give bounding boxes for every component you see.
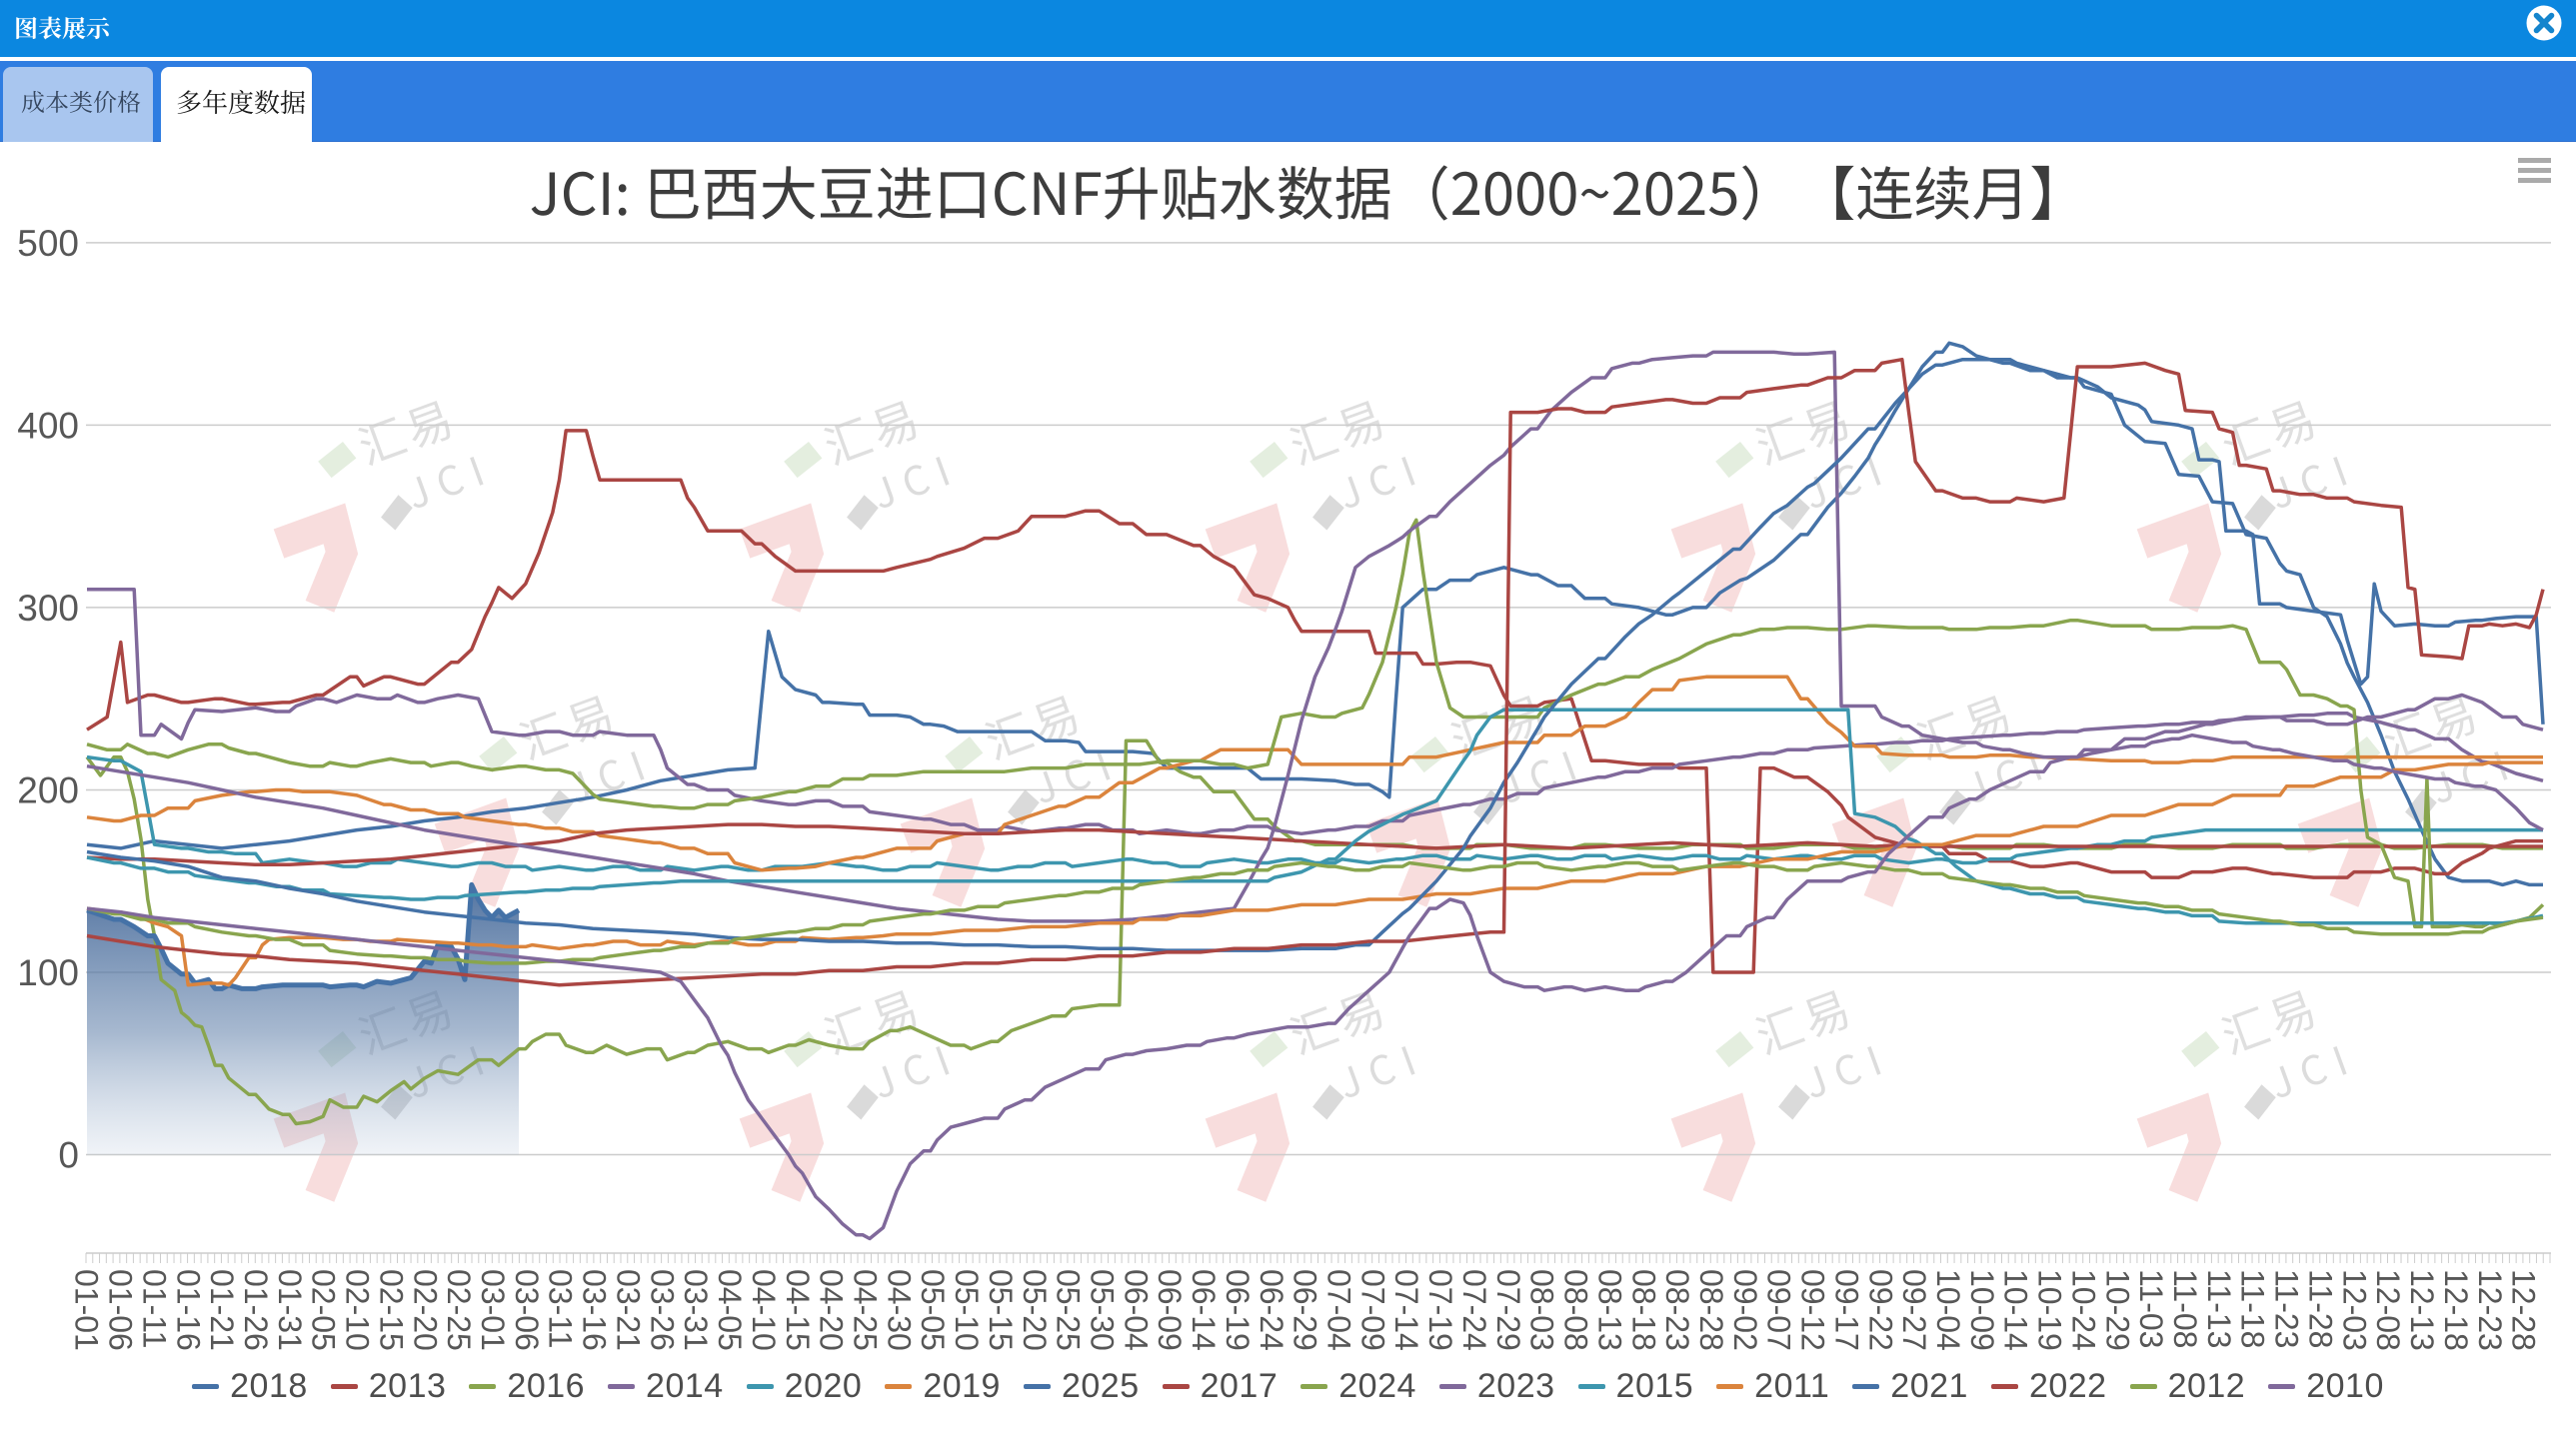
svg-text:04-10: 04-10 <box>746 1269 782 1351</box>
svg-text:03-16: 03-16 <box>577 1269 613 1351</box>
svg-text:04-25: 04-25 <box>848 1269 884 1351</box>
svg-text:07-09: 07-09 <box>1354 1269 1390 1351</box>
svg-text:11-18: 11-18 <box>2235 1269 2271 1348</box>
svg-text:02-25: 02-25 <box>441 1269 477 1351</box>
svg-text:06-14: 06-14 <box>1186 1269 1222 1351</box>
svg-text:09-22: 09-22 <box>1862 1269 1898 1351</box>
svg-text:08-03: 08-03 <box>1524 1269 1560 1351</box>
svg-text:01-31: 01-31 <box>272 1269 308 1351</box>
svg-text:03-06: 03-06 <box>509 1269 545 1351</box>
svg-text:300: 300 <box>17 588 79 629</box>
svg-text:04-30: 04-30 <box>881 1269 917 1351</box>
svg-text:03-21: 03-21 <box>611 1269 647 1351</box>
svg-text:0: 0 <box>58 1135 79 1176</box>
svg-text:04-20: 04-20 <box>814 1269 850 1351</box>
svg-text:03-31: 03-31 <box>678 1269 714 1351</box>
svg-text:04-05: 04-05 <box>712 1269 748 1351</box>
svg-text:100: 100 <box>17 952 79 993</box>
svg-text:12-23: 12-23 <box>2472 1269 2508 1351</box>
svg-text:06-24: 06-24 <box>1254 1269 1289 1351</box>
svg-text:06-04: 06-04 <box>1118 1269 1154 1351</box>
svg-text:11-28: 11-28 <box>2303 1269 2339 1348</box>
svg-text:05-05: 05-05 <box>915 1269 951 1351</box>
svg-text:03-11: 03-11 <box>543 1269 579 1348</box>
svg-text:01-16: 01-16 <box>170 1269 206 1351</box>
svg-text:400: 400 <box>17 405 79 446</box>
svg-text:12-08: 12-08 <box>2370 1269 2406 1351</box>
svg-text:01-11: 01-11 <box>136 1269 172 1348</box>
svg-text:04-15: 04-15 <box>780 1269 816 1351</box>
svg-text:02-05: 02-05 <box>306 1269 342 1351</box>
svg-text:06-29: 06-29 <box>1288 1269 1323 1351</box>
svg-text:07-29: 07-29 <box>1490 1269 1526 1351</box>
svg-text:10-04: 10-04 <box>1930 1269 1966 1351</box>
svg-text:10-09: 10-09 <box>1964 1269 2000 1351</box>
svg-text:07-24: 07-24 <box>1456 1269 1492 1351</box>
svg-text:06-09: 06-09 <box>1152 1269 1188 1351</box>
svg-text:08-28: 08-28 <box>1693 1269 1729 1351</box>
svg-text:200: 200 <box>17 770 79 811</box>
svg-text:07-14: 07-14 <box>1388 1269 1424 1351</box>
svg-text:11-03: 11-03 <box>2133 1269 2169 1348</box>
svg-text:10-14: 10-14 <box>1998 1269 2034 1351</box>
svg-text:12-28: 12-28 <box>2506 1269 2542 1351</box>
svg-text:11-13: 11-13 <box>2201 1269 2237 1348</box>
svg-text:05-15: 05-15 <box>983 1269 1019 1351</box>
svg-text:06-19: 06-19 <box>1220 1269 1256 1351</box>
svg-text:10-29: 10-29 <box>2099 1269 2135 1351</box>
svg-text:09-07: 09-07 <box>1761 1269 1797 1351</box>
svg-text:10-24: 10-24 <box>2065 1269 2101 1351</box>
svg-text:12-03: 12-03 <box>2336 1269 2372 1351</box>
svg-text:05-20: 05-20 <box>1017 1269 1053 1351</box>
svg-text:08-13: 08-13 <box>1591 1269 1627 1351</box>
svg-text:05-10: 05-10 <box>949 1269 985 1351</box>
svg-text:01-06: 01-06 <box>103 1269 139 1351</box>
svg-text:07-04: 07-04 <box>1321 1269 1357 1351</box>
svg-text:11-08: 11-08 <box>2167 1269 2203 1348</box>
svg-text:01-26: 01-26 <box>238 1269 274 1351</box>
svg-text:12-18: 12-18 <box>2438 1269 2474 1351</box>
svg-text:08-08: 08-08 <box>1558 1269 1594 1351</box>
svg-text:02-15: 02-15 <box>373 1269 409 1351</box>
svg-text:12-13: 12-13 <box>2404 1269 2440 1351</box>
svg-text:01-01: 01-01 <box>69 1269 105 1351</box>
svg-text:08-18: 08-18 <box>1625 1269 1661 1351</box>
svg-text:02-20: 02-20 <box>407 1269 443 1351</box>
svg-text:01-21: 01-21 <box>204 1269 240 1351</box>
svg-text:09-27: 09-27 <box>1896 1269 1932 1351</box>
svg-text:05-30: 05-30 <box>1085 1269 1121 1351</box>
svg-text:05-25: 05-25 <box>1051 1269 1087 1351</box>
svg-text:10-19: 10-19 <box>2032 1269 2068 1351</box>
svg-text:07-19: 07-19 <box>1422 1269 1458 1351</box>
svg-text:09-17: 09-17 <box>1828 1269 1864 1351</box>
svg-text:02-10: 02-10 <box>340 1269 376 1351</box>
svg-text:11-23: 11-23 <box>2269 1269 2305 1348</box>
svg-text:03-26: 03-26 <box>644 1269 680 1351</box>
svg-text:09-12: 09-12 <box>1795 1269 1831 1351</box>
svg-text:09-02: 09-02 <box>1727 1269 1763 1351</box>
svg-text:03-01: 03-01 <box>475 1269 511 1351</box>
svg-text:08-23: 08-23 <box>1659 1269 1695 1351</box>
svg-text:500: 500 <box>17 223 79 264</box>
